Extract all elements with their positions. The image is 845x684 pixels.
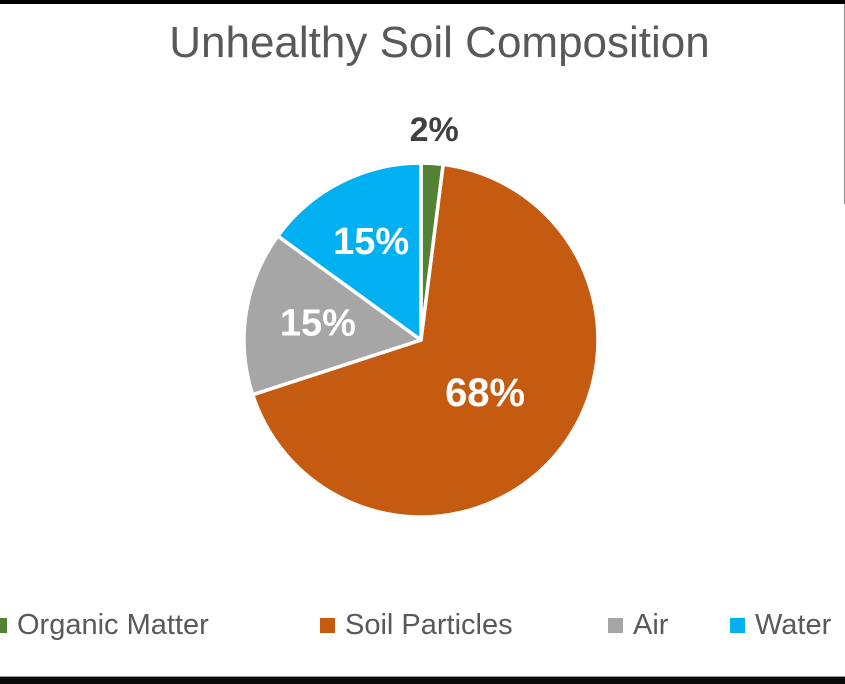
legend-item-air: Air [608,606,668,644]
legend-label-organic-matter: Organic Matter [17,609,209,641]
legend-label-soil-particles: Soil Particles [345,609,513,641]
legend-item-water: Water [730,606,831,644]
legend-label-water: Water [755,609,832,641]
pie-slice-air [242,234,423,397]
legend-swatch-soil-particles [320,617,335,633]
pie-slice-soil-particles [250,162,600,519]
legend-label-air: Air [633,609,669,641]
legend-item-soil-particles: Soil Particles [320,606,513,644]
data-label-soil-particles: 68% [445,371,525,415]
legend-swatch-water [730,617,745,633]
data-label-water: 15% [333,221,409,263]
data-label-air: 15% [280,303,356,345]
legend-swatch-air [608,617,623,633]
chart-legend: Organic Matter Soil Particles Air Water [0,606,845,644]
bottom-black-bar [0,676,845,684]
top-black-bar [0,0,845,4]
legend-item-organic-matter: Organic Matter [0,606,209,644]
chart-title: Unhealthy Soil Composition [169,18,710,67]
data-label-organic-matter: 2% [410,111,459,149]
pie-slice-water [276,161,423,342]
legend-swatch-organic-matter [0,617,7,633]
